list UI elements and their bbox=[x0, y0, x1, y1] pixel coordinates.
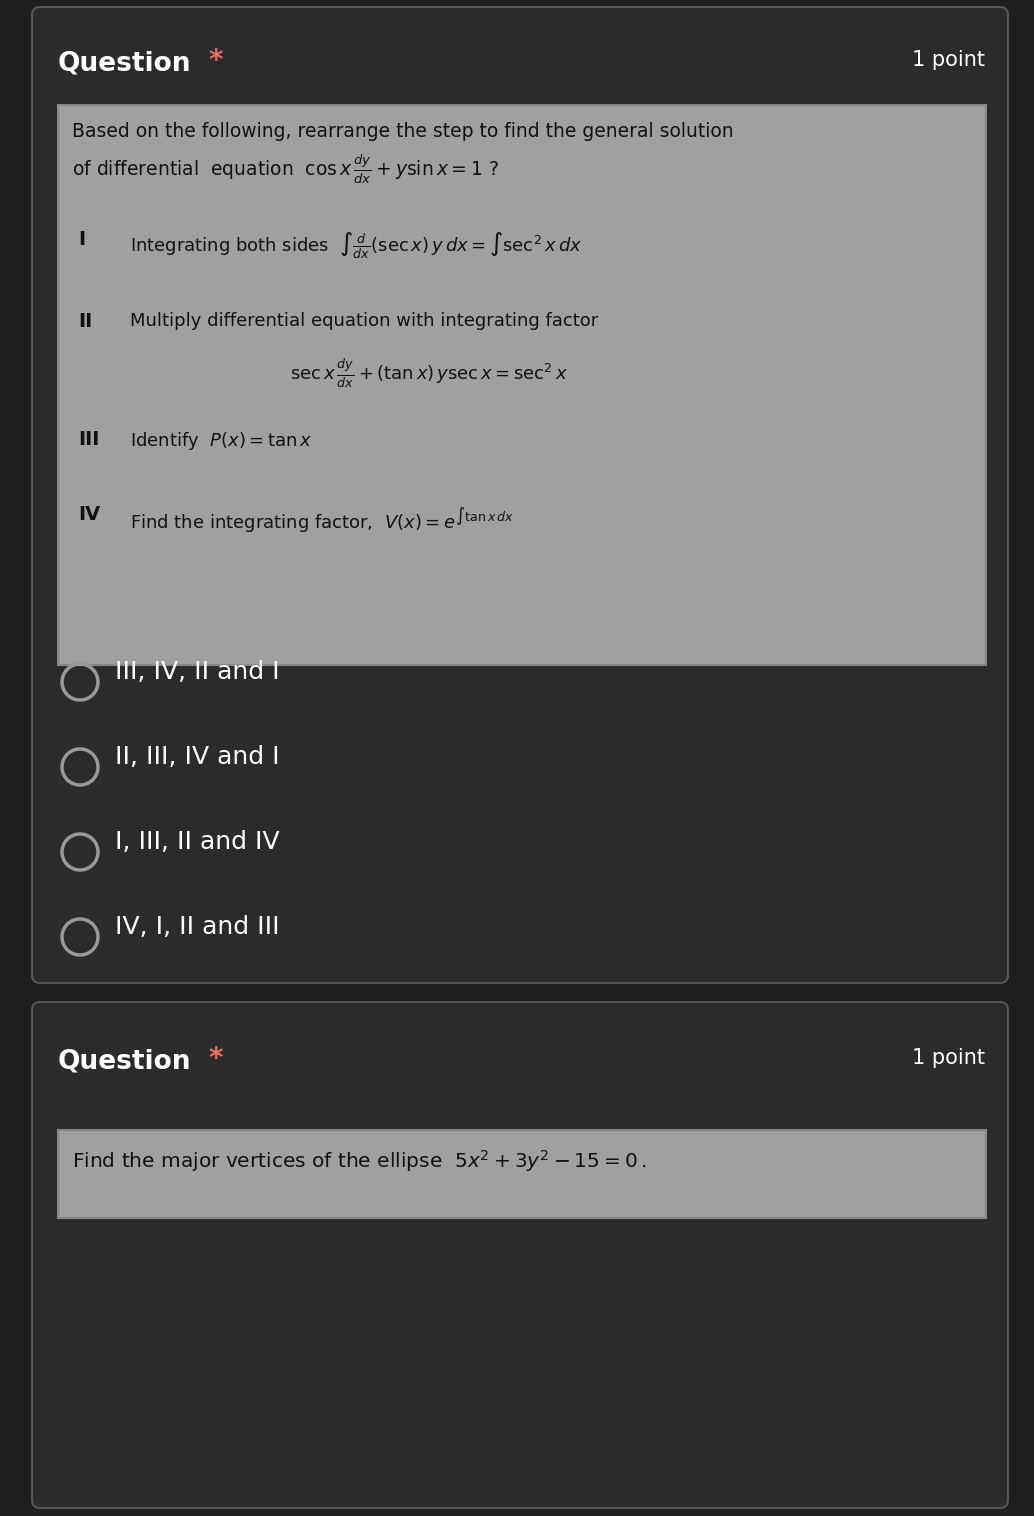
Text: I: I bbox=[78, 230, 85, 249]
Text: Based on the following, rearrange the step to find the general solution: Based on the following, rearrange the st… bbox=[72, 121, 734, 141]
FancyBboxPatch shape bbox=[58, 1129, 986, 1217]
Text: II, III, IV and I: II, III, IV and I bbox=[115, 744, 279, 769]
Text: Find the major vertices of the ellipse  $5x^2 + 3y^2 - 15 = 0\,.$: Find the major vertices of the ellipse $… bbox=[72, 1148, 646, 1173]
Text: IV: IV bbox=[78, 505, 100, 525]
FancyBboxPatch shape bbox=[58, 105, 986, 666]
Text: III: III bbox=[78, 431, 99, 449]
Text: III, IV, II and I: III, IV, II and I bbox=[115, 659, 279, 684]
Text: $\sec x\,\frac{dy}{dx} + (\tan x)\,y\sec x = \sec^2 x$: $\sec x\,\frac{dy}{dx} + (\tan x)\,y\sec… bbox=[290, 358, 568, 391]
Text: Question: Question bbox=[58, 50, 191, 76]
Text: Integrating both sides  $\int \frac{d}{dx}(\sec x)\,y\,dx = \int \sec^2 x\,dx$: Integrating both sides $\int \frac{d}{dx… bbox=[130, 230, 582, 261]
FancyBboxPatch shape bbox=[32, 1002, 1008, 1508]
Text: IV, I, II and III: IV, I, II and III bbox=[115, 916, 279, 938]
Text: 1 point: 1 point bbox=[912, 1048, 985, 1067]
Text: Question: Question bbox=[58, 1048, 191, 1073]
Text: Identify  $P(x) = \tan x$: Identify $P(x) = \tan x$ bbox=[130, 431, 312, 452]
Text: Find the integrating factor,  $V(x) = e^{\int \tan x\,dx}$: Find the integrating factor, $V(x) = e^{… bbox=[130, 505, 514, 535]
Text: Multiply differential equation with integrating factor: Multiply differential equation with inte… bbox=[130, 312, 599, 330]
Text: of differential  equation  $\cos x\,\frac{dy}{dx} + y\sin x = 1$ ?: of differential equation $\cos x\,\frac{… bbox=[72, 152, 498, 185]
Text: I, III, II and IV: I, III, II and IV bbox=[115, 829, 279, 854]
Text: 1 point: 1 point bbox=[912, 50, 985, 70]
Text: *: * bbox=[208, 47, 222, 74]
Text: *: * bbox=[208, 1045, 222, 1073]
FancyBboxPatch shape bbox=[32, 8, 1008, 982]
Text: II: II bbox=[78, 312, 92, 330]
